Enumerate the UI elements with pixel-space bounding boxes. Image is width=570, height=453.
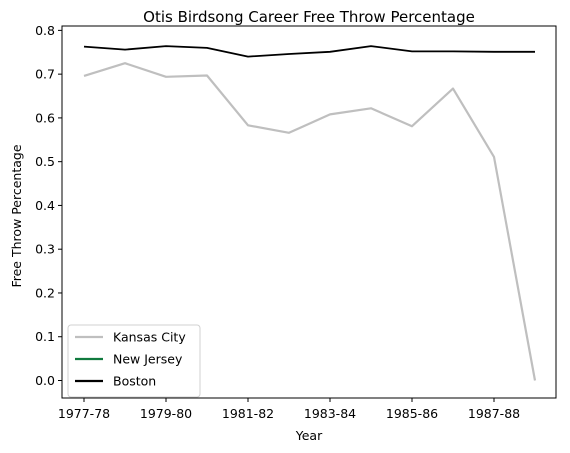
- chart-title: Otis Birdsong Career Free Throw Percenta…: [143, 8, 475, 26]
- y-tick-label: 0.2: [35, 285, 55, 300]
- series-line-kansas-city: [83, 62, 537, 381]
- y-axis-label: Free Throw Percentage: [9, 144, 24, 287]
- x-axis: 1977-78 1979-80 1981-82 1983-84 1985-86 1987-…: [58, 398, 520, 421]
- y-tick-label: 0.4: [35, 198, 55, 213]
- plot-frame: [61, 25, 557, 399]
- plot-lines: [83, 45, 537, 381]
- x-tick-label: 1981-82: [222, 406, 274, 421]
- y-tick-label: 0.0: [35, 373, 55, 388]
- series-line-boston: [83, 45, 535, 58]
- y-tick-label: 0.5: [35, 154, 55, 169]
- legend: Kansas City New Jersey Boston: [67, 324, 201, 398]
- legend-label: Boston: [113, 374, 156, 389]
- x-tick-label: 1979-80: [140, 406, 192, 421]
- x-tick-label: 1977-78: [58, 406, 110, 421]
- y-tick-label: 0.3: [35, 242, 55, 257]
- x-tick-label: 1985-86: [386, 406, 438, 421]
- x-tick-label: 1983-84: [304, 406, 356, 421]
- legend-label: Kansas City: [113, 330, 186, 345]
- y-axis: 0.0 0.1 0.2 0.3 0.4 0.5 0.6 0.7 0.8: [35, 23, 62, 388]
- legend-box: [67, 324, 201, 398]
- legend-label: New Jersey: [113, 352, 183, 367]
- y-tick-label: 0.1: [35, 329, 55, 344]
- y-tick-label: 0.7: [35, 67, 55, 82]
- y-tick-label: 0.6: [35, 110, 55, 125]
- x-axis-label: Year: [295, 428, 323, 443]
- x-tick-label: 1987-88: [468, 406, 520, 421]
- y-tick-label: 0.8: [35, 23, 55, 38]
